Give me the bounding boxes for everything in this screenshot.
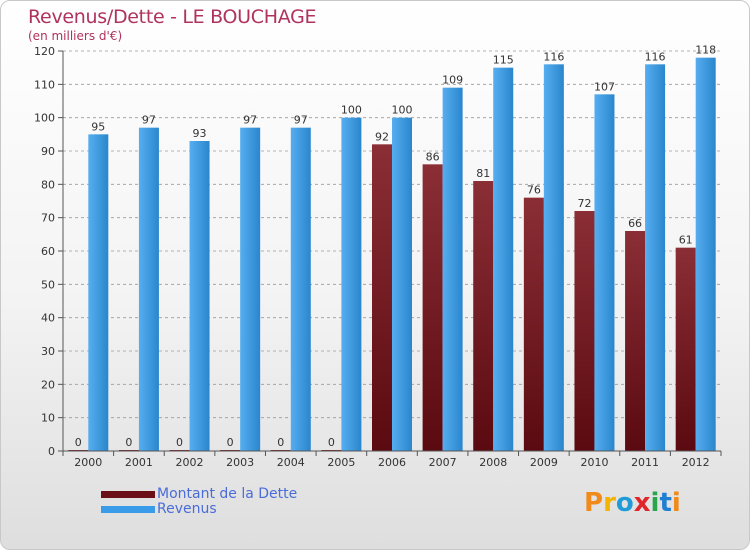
bar-revenus [240,127,261,452]
data-label-dette: 66 [628,217,642,230]
y-tick-label: 100 [34,112,55,125]
legend-label-revenus: Revenus [157,501,217,517]
data-label-dette: 86 [426,150,440,163]
bar-revenus [442,87,463,452]
bar-dette [422,164,443,452]
y-tick-label: 30 [41,345,55,358]
bar-dette [675,247,696,451]
data-label-revenus: 93 [193,127,207,140]
y-tick-label: 10 [41,412,55,425]
logo-letter: x [633,488,651,518]
data-label-dette: 0 [75,436,82,449]
bar-revenus [392,117,412,452]
bar-revenus [138,127,159,452]
x-tick-label: 2011 [631,456,659,469]
logo-letter: i [671,488,681,518]
legend-item-dette: Montant de la Dette [101,486,297,502]
y-tick-label: 90 [41,145,55,158]
data-label-dette: 0 [125,436,132,449]
chart-title: Revenus/Dette - LE BOUCHAGE [28,6,317,28]
data-label-revenus: 107 [594,80,615,93]
data-label-dette: 0 [328,436,335,449]
y-tick-label: 80 [41,178,55,191]
axes: 0 10 20 30 40 50 60 70 80 90 100 110 120 2000 2001 2002… [34,45,722,469]
logo-letter: P [584,488,604,518]
bar-revenus [290,127,311,452]
logo-letter: t [659,488,672,518]
x-tick-label: 2000 [74,456,102,469]
data-label-dette: 72 [577,197,591,210]
legend-swatch-revenus [101,505,155,513]
x-tick-label: 2010 [580,456,608,469]
data-label-dette: 92 [375,130,389,143]
chart-subtitle: (en milliers d'€) [28,29,123,43]
y-tick-label: 20 [41,378,55,391]
data-label-revenus: 109 [442,74,463,87]
logo-letter: o [615,488,634,518]
data-label-revenus: 100 [392,104,413,117]
legend-label-dette: Montant de la Dette [157,486,298,502]
legend-swatch-dette [101,490,155,498]
legend-item-revenus: Revenus [101,501,217,517]
data-label-revenus: 97 [243,114,257,127]
data-label-dette: 0 [277,436,284,449]
data-label-dette: 81 [476,167,490,180]
bar-dette [574,211,595,451]
data-label-revenus: 116 [543,50,564,63]
x-tick-label: 2012 [682,456,710,469]
x-tick-label: 2009 [530,456,558,469]
bar-dette [625,231,646,451]
x-tick-label: 2004 [277,456,305,469]
data-label-dette: 0 [227,436,234,449]
data-label-revenus: 116 [645,50,666,63]
bar-revenus [341,117,362,452]
bar-dette [473,181,494,451]
y-tick-label: 60 [41,245,55,258]
data-label-revenus: 118 [695,44,716,57]
y-tick-label: 50 [41,278,55,291]
logo-letter: r [603,488,616,518]
y-tick-label: 0 [48,445,55,458]
logo-letter: i [650,488,660,518]
x-tick-label: 2002 [176,456,204,469]
bar-revenus [695,57,716,452]
data-label-dette: 61 [679,234,693,247]
bar-dette [523,197,544,451]
data-label-revenus: 100 [341,104,362,117]
x-tick-label: 2001 [125,456,153,469]
data-label-revenus: 95 [91,120,105,133]
bar-dette [372,144,392,452]
bar-revenus [88,134,109,452]
bar-revenus [189,141,210,451]
proxiti-logo: Proxiti [584,488,681,518]
data-label-dette: 0 [176,436,183,449]
bar-revenus [645,64,666,452]
data-label-revenus: 115 [493,54,514,67]
x-tick-label: 2006 [378,456,406,469]
y-tick-label: 120 [34,45,55,58]
y-tick-label: 70 [41,212,55,225]
data-label-dette: 76 [527,184,541,197]
x-tick-label: 2008 [479,456,507,469]
bar-revenus [543,64,564,452]
x-tick-label: 2003 [226,456,254,469]
bar-revenus [493,67,514,452]
y-tick-label: 110 [34,78,55,91]
x-tick-label: 2005 [327,456,355,469]
y-tick-label: 40 [41,312,55,325]
bar-revenus [594,94,615,451]
data-label-revenus: 97 [294,114,308,127]
data-label-revenus: 97 [142,114,156,127]
bars: 0950970930970970100921008610981115761167… [68,44,716,452]
x-tick-label: 2007 [429,456,457,469]
